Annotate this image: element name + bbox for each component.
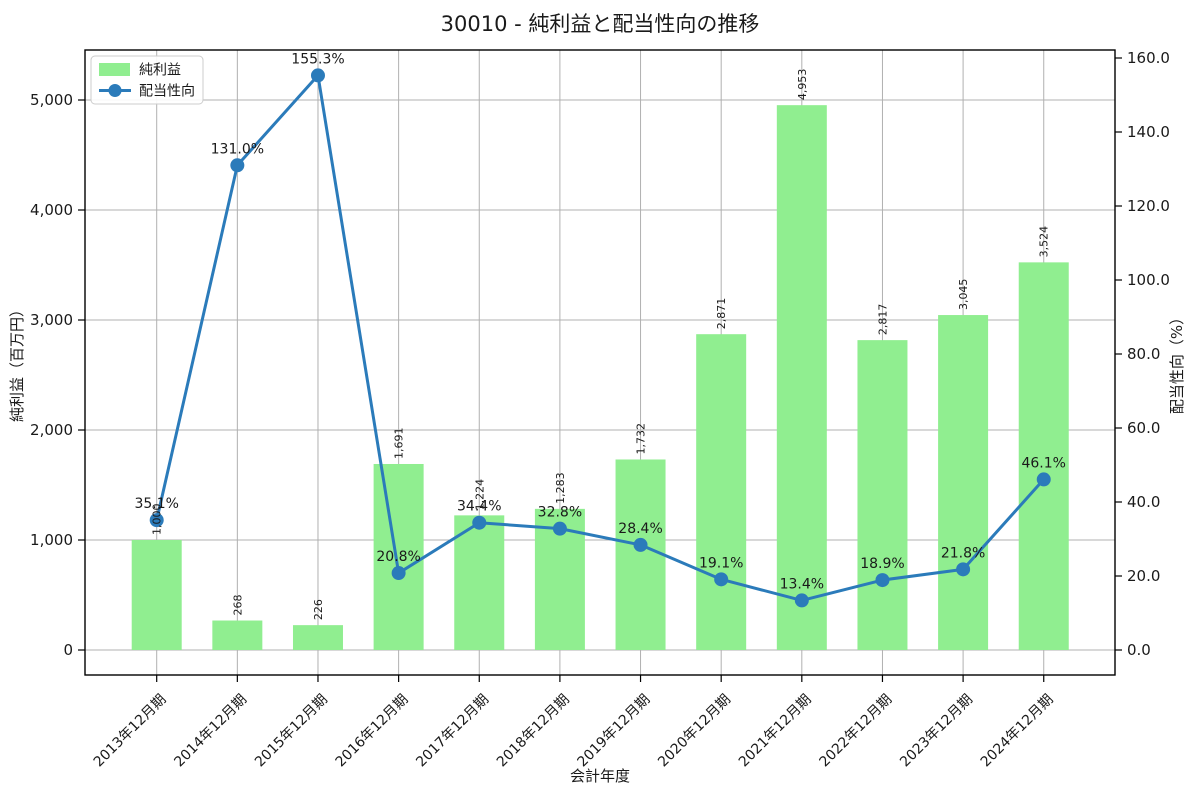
payout-marker <box>472 515 487 530</box>
x-tick-label: 2024年12月期 <box>978 692 1057 771</box>
payout-line <box>155 73 1046 602</box>
bar-value-label: 2,817 <box>876 304 889 336</box>
payout-value-label: 13.4% <box>780 576 824 592</box>
payout-value-label: 28.4% <box>618 521 662 537</box>
payout-marker <box>956 562 971 577</box>
y-tick-label-right: 20.0 <box>1127 567 1160 585</box>
bar-value-label: 4,953 <box>796 69 809 101</box>
y-tick-label-right: 100.0 <box>1127 271 1170 289</box>
bar <box>938 315 989 650</box>
payout-value-label: 21.8% <box>941 545 985 561</box>
y-tick-label-left: 1,000 <box>30 531 73 549</box>
bar <box>776 105 827 651</box>
payout-value-label: 34.4% <box>457 499 501 515</box>
bar <box>131 540 182 650</box>
payout-marker <box>633 537 648 552</box>
legend-bar-swatch-icon <box>99 63 130 76</box>
payout-marker <box>149 513 164 528</box>
x-tick-label: 2013年12月期 <box>91 692 170 771</box>
y-tick-label-right: 160.0 <box>1127 49 1170 67</box>
payout-value-label: 20.8% <box>376 549 420 565</box>
y-tick-label-right: 80.0 <box>1127 345 1160 363</box>
bar-value-label: 1,000 <box>151 504 164 536</box>
y-tick-label-left: 0 <box>63 641 73 659</box>
bar-value-label: 226 <box>312 599 325 620</box>
data-labels-layer: 1,000 268 226 1,691 1,224 1,283 1,732 2,871 4,95… <box>134 51 1066 620</box>
y-tick-label-left: 4,000 <box>30 201 73 219</box>
payout-marker <box>552 521 567 536</box>
payout-marker <box>230 158 245 173</box>
payout-marker <box>310 68 325 83</box>
bars-layer <box>131 105 1069 651</box>
x-tick-label: 2014年12月期 <box>171 692 250 771</box>
y-axis-title-left: 純利益（百万円） <box>8 302 26 422</box>
bar-value-label: 1,732 <box>635 423 648 455</box>
line-layer <box>149 68 1051 608</box>
bar <box>373 463 424 650</box>
x-tick-label: 2015年12月期 <box>252 692 331 771</box>
x-tick-label: 2021年12月期 <box>736 692 815 771</box>
x-axis-title: 会計年度 <box>570 767 630 785</box>
x-tick-label: 2023年12月期 <box>897 692 976 771</box>
bar-value-label: 3,524 <box>1038 226 1051 258</box>
x-tick-label: 2022年12月期 <box>816 692 895 771</box>
payout-value-label: 131.0% <box>211 141 264 157</box>
bar-value-label: 1,283 <box>554 472 567 504</box>
bar <box>212 620 263 650</box>
payout-value-label: 32.8% <box>538 505 582 521</box>
bar-value-label: 268 <box>231 595 244 616</box>
payout-value-label: 18.9% <box>860 556 904 572</box>
plot-border <box>84 49 1116 676</box>
ticks-layer: 0 1,000 2,000 3,000 4,000 5,000 0.0 20.0 40.0 60.… <box>30 49 1170 770</box>
y-tick-label-left: 5,000 <box>30 91 73 109</box>
payout-marker <box>714 572 729 587</box>
legend-label-net-profit: 純利益 <box>139 63 181 79</box>
y-tick-label-right: 40.0 <box>1127 493 1160 511</box>
bar-value-label: 3,045 <box>957 279 970 311</box>
y-tick-label-right: 120.0 <box>1127 197 1170 215</box>
y-tick-label-right: 60.0 <box>1127 419 1160 437</box>
chart-title: 30010 - 純利益と配当性向の推移 <box>441 12 760 36</box>
legend: 純利益 配当性向 <box>90 55 204 105</box>
payout-marker <box>391 566 406 581</box>
payout-value-label: 35.1% <box>134 496 178 512</box>
bar <box>857 340 908 650</box>
payout-marker <box>794 593 809 608</box>
bar-value-label: 2,871 <box>715 298 728 330</box>
bar <box>454 515 505 650</box>
payout-marker <box>1036 472 1051 487</box>
x-tick-label: 2018年12月期 <box>494 692 573 771</box>
legend-label-payout-ratio: 配当性向 <box>139 84 195 100</box>
y-tick-label-left: 2,000 <box>30 421 73 439</box>
x-tick-label: 2017年12月期 <box>413 692 492 771</box>
payout-value-label: 19.1% <box>699 555 743 571</box>
x-tick-label: 2019年12月期 <box>575 692 654 771</box>
x-tick-label: 2016年12月期 <box>333 692 412 771</box>
bar <box>696 334 747 650</box>
y-tick-label-right: 0.0 <box>1127 641 1151 659</box>
y-axis-title-right: 配当性向（%） <box>1168 310 1186 414</box>
bar-value-label: 1,224 <box>473 479 486 511</box>
payout-value-label: 46.1% <box>1021 455 1065 471</box>
y-tick-label-right: 140.0 <box>1127 123 1170 141</box>
bar <box>292 625 343 650</box>
bar <box>615 459 666 650</box>
legend-marker-icon <box>108 84 122 97</box>
payout-value-label: 155.3% <box>291 51 344 67</box>
x-tick-label: 2020年12月期 <box>655 692 734 771</box>
bar <box>1018 262 1069 650</box>
y-tick-label-left: 3,000 <box>30 311 73 329</box>
payout-marker <box>875 573 890 588</box>
bar-value-label: 1,691 <box>393 427 406 459</box>
